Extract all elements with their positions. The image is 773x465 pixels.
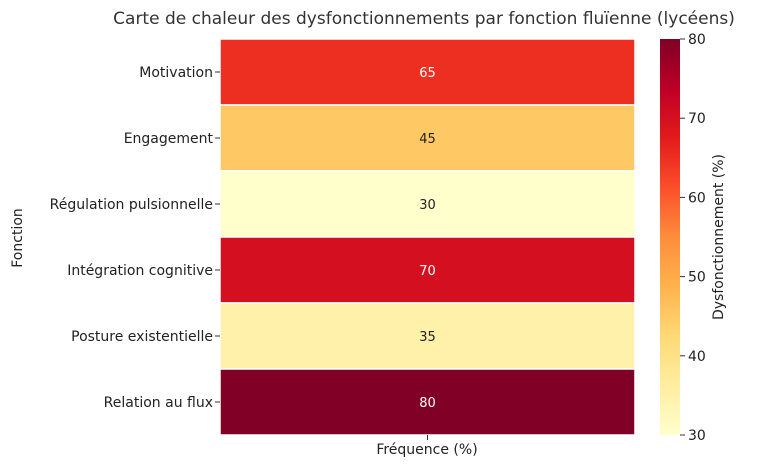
y-tick-label: Engagement bbox=[124, 131, 214, 147]
heatmap-cell bbox=[219, 368, 636, 436]
colorbar-tick-label: 40 bbox=[688, 349, 706, 365]
row-labels: Motivation Engagement Régulation pulsionne… bbox=[50, 65, 428, 440]
colorbar-ticks: 30 40 50 60 70 80 bbox=[680, 32, 706, 444]
y-tick-label: Régulation pulsionnelle bbox=[50, 197, 213, 213]
colorbar-tick-label: 60 bbox=[688, 190, 706, 206]
cell-value-label: 30 bbox=[419, 198, 436, 213]
heatmap-cell bbox=[219, 302, 636, 370]
x-axis-label: Fréquence (%) bbox=[376, 442, 477, 458]
y-tick-label: Motivation bbox=[139, 65, 213, 81]
colorbar-tick-label: 30 bbox=[688, 428, 706, 444]
heatmap-cell bbox=[219, 236, 636, 304]
chart-title: Carte de chaleur des dysfonctionnements … bbox=[113, 9, 735, 29]
y-axis-label: Fonction bbox=[10, 208, 26, 268]
heatmap-cell bbox=[219, 104, 636, 172]
y-tick-label: Relation au flux bbox=[104, 395, 213, 411]
colorbar-tick-label: 50 bbox=[688, 270, 706, 286]
y-tick-label: Intégration cognitive bbox=[67, 263, 213, 279]
heatmap-cell bbox=[219, 38, 636, 106]
heatmap-cell bbox=[219, 170, 636, 238]
cell-value-label: 80 bbox=[419, 396, 436, 411]
colorbar bbox=[660, 39, 680, 435]
cell-value-label: 70 bbox=[419, 264, 436, 279]
cell-value-label: 35 bbox=[419, 330, 436, 345]
colorbar-tick-label: 80 bbox=[688, 32, 706, 48]
y-tick-label: Posture existentielle bbox=[71, 329, 213, 345]
colorbar-label: Dysfonctionnement (%) bbox=[711, 154, 727, 320]
colorbar-tick-label: 70 bbox=[688, 111, 706, 127]
heatmap-cells: 65 45 30 70 35 80 bbox=[219, 38, 636, 436]
cell-value-label: 45 bbox=[419, 132, 436, 147]
cell-value-label: 65 bbox=[419, 66, 436, 81]
